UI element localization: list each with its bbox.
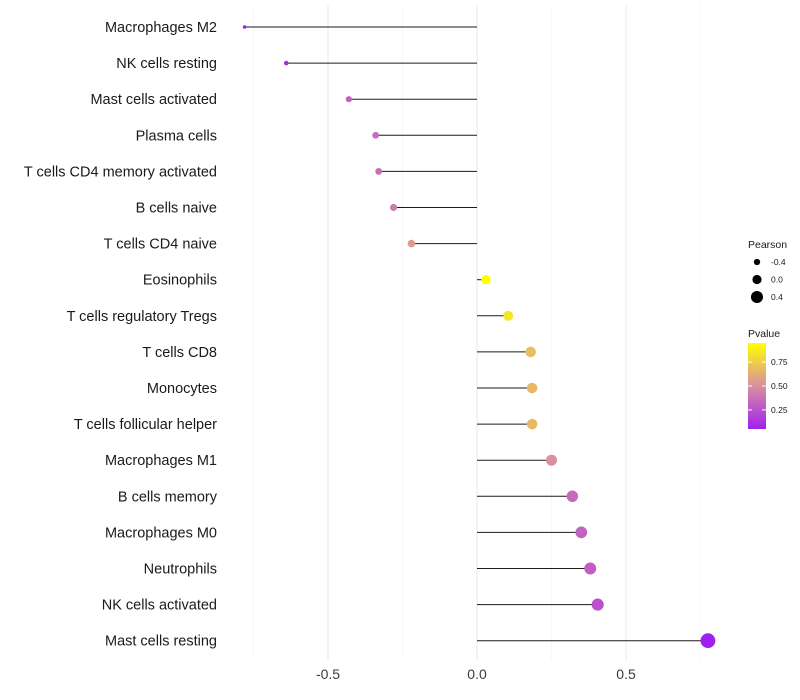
grid-lines bbox=[253, 5, 701, 660]
size-legend-key bbox=[753, 258, 761, 266]
category-label: Mast cells activated bbox=[90, 92, 217, 108]
point bbox=[283, 60, 289, 66]
category-label: Plasma cells bbox=[136, 128, 217, 144]
category-label: T cells CD4 memory activated bbox=[24, 164, 217, 180]
category-label: Eosinophils bbox=[143, 273, 217, 289]
category-label: NK cells resting bbox=[116, 56, 217, 72]
point bbox=[566, 490, 579, 503]
color-legend-title: Pvalue bbox=[748, 328, 780, 340]
color-legend-label: 0.75 bbox=[771, 357, 788, 367]
point bbox=[526, 382, 538, 394]
point bbox=[242, 25, 247, 29]
x-tick-label: -0.5 bbox=[316, 666, 340, 682]
point bbox=[700, 633, 716, 649]
point bbox=[345, 96, 352, 103]
x-tick-labels: -0.5 0.0 0.5 bbox=[316, 666, 636, 682]
point bbox=[584, 562, 597, 575]
point bbox=[481, 274, 491, 285]
size-legend-label: 0.4 bbox=[771, 292, 783, 302]
x-tick-label: 0.5 bbox=[616, 666, 636, 682]
points bbox=[242, 25, 716, 649]
size-legend-label: 0.0 bbox=[771, 275, 783, 285]
category-label: Neutrophils bbox=[144, 562, 217, 578]
point bbox=[546, 454, 557, 466]
category-label: Monocytes bbox=[147, 381, 217, 397]
category-label: NK cells activated bbox=[102, 598, 217, 614]
point bbox=[407, 239, 416, 248]
size-legend-title: Pearson bbox=[748, 239, 787, 251]
point bbox=[591, 598, 604, 611]
category-label: B cells naive bbox=[136, 201, 217, 217]
category-label: T cells CD4 naive bbox=[104, 237, 217, 253]
point bbox=[575, 526, 588, 539]
color-bar bbox=[748, 343, 766, 429]
category-label: Macrophages M2 bbox=[105, 20, 217, 36]
category-label: T cells CD8 bbox=[142, 345, 217, 361]
stems bbox=[244, 26, 708, 642]
color-legend-label: 0.25 bbox=[771, 405, 788, 415]
point bbox=[525, 346, 536, 358]
color-legend: Pvalue 0.75 0.50 0.25 bbox=[748, 328, 788, 429]
size-legend-key bbox=[750, 290, 764, 304]
point bbox=[389, 203, 398, 212]
color-legend-label: 0.50 bbox=[771, 381, 788, 391]
size-legend-label: -0.4 bbox=[771, 257, 786, 267]
point bbox=[526, 418, 538, 430]
point bbox=[503, 310, 514, 321]
category-label: T cells regulatory Tregs bbox=[67, 309, 217, 325]
category-label: Mast cells resting bbox=[105, 634, 217, 650]
x-tick-label: 0.0 bbox=[467, 666, 487, 682]
size-legend-key bbox=[752, 274, 762, 285]
size-legend: Pearson -0.4 0.0 0.4 bbox=[748, 239, 787, 304]
category-label: Macrophages M0 bbox=[105, 525, 217, 541]
point bbox=[375, 167, 383, 175]
category-labels: Macrophages M2 NK cells resting Mast cells… bbox=[24, 20, 218, 650]
category-label: B cells memory bbox=[118, 489, 218, 505]
point bbox=[372, 131, 380, 139]
category-label: Macrophages M1 bbox=[105, 453, 217, 469]
category-label: T cells follicular helper bbox=[74, 417, 217, 433]
